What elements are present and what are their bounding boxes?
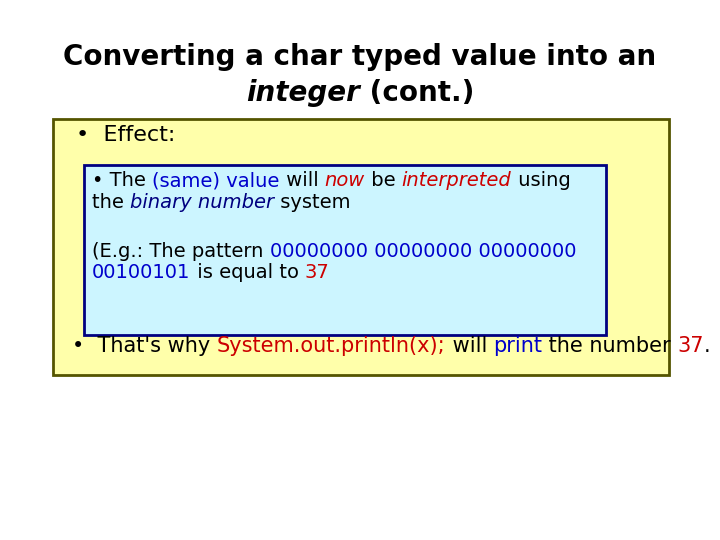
- Text: is equal to: is equal to: [191, 263, 305, 282]
- Text: 37: 37: [678, 335, 704, 356]
- Text: binary number: binary number: [130, 193, 274, 212]
- Text: 37: 37: [305, 263, 330, 282]
- Text: (E.g.: The pattern: (E.g.: The pattern: [92, 241, 270, 261]
- Text: the number: the number: [542, 335, 678, 356]
- FancyBboxPatch shape: [84, 165, 606, 335]
- Text: the: the: [92, 193, 130, 212]
- Text: integer: integer: [246, 79, 360, 107]
- Text: .: .: [704, 335, 711, 356]
- Text: •  Effect:: • Effect:: [76, 125, 175, 145]
- Text: 00100101: 00100101: [92, 263, 191, 282]
- Text: be: be: [365, 171, 402, 191]
- Text: will: will: [446, 335, 493, 356]
- Text: System.out.println(x);: System.out.println(x);: [217, 335, 446, 356]
- Text: Converting a char typed value into an: Converting a char typed value into an: [63, 43, 657, 71]
- Text: (same) value: (same) value: [153, 171, 279, 191]
- FancyBboxPatch shape: [53, 119, 669, 375]
- Text: using: using: [511, 171, 570, 191]
- Text: now: now: [325, 171, 365, 191]
- Text: interpreted: interpreted: [402, 171, 511, 191]
- Text: system: system: [274, 193, 351, 212]
- Text: •  That's why: • That's why: [72, 335, 217, 356]
- Text: • The: • The: [92, 171, 153, 191]
- Text: 00000000 00000000 00000000: 00000000 00000000 00000000: [270, 241, 576, 261]
- Text: will: will: [279, 171, 325, 191]
- Text: print: print: [493, 335, 542, 356]
- Text: (cont.): (cont.): [360, 79, 474, 107]
